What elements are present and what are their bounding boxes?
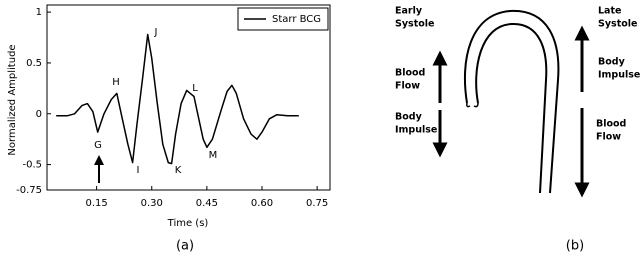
x-tick-label: 0.75: [306, 198, 328, 209]
label: Blood: [395, 68, 425, 79]
label: Flow: [395, 81, 420, 92]
y-tick-label: -0.5: [22, 160, 42, 171]
aorta-outer: [463, 9, 560, 194]
annotation: L: [192, 83, 198, 94]
y-tick-label: -0.75: [16, 185, 42, 196]
label: Impulse: [598, 70, 640, 81]
label: Early: [395, 6, 423, 17]
annotation: G: [94, 140, 102, 151]
label: Body: [598, 57, 626, 68]
x-tick-label: 0.60: [251, 198, 273, 209]
aorta-inner: [475, 22, 548, 194]
label: Impulse: [395, 125, 437, 136]
label: Systole: [598, 19, 637, 30]
x-axis-label: Time (s): [167, 218, 209, 229]
annotation: I: [137, 165, 140, 176]
y-tick-label: 0: [36, 109, 42, 120]
y-axis-label: Normalized Amplitude: [7, 44, 18, 155]
x-tick-label: 0.15: [85, 198, 107, 209]
label: Flow: [596, 132, 621, 143]
series-line: [56, 33, 299, 165]
x-tick-label: 0.30: [141, 198, 163, 209]
y-tick-label: 0.5: [26, 58, 42, 69]
annotation: K: [175, 165, 182, 176]
y-tick-label: 1: [36, 7, 42, 18]
annotation: H: [112, 77, 120, 88]
legend-label: Starr BCG: [272, 14, 321, 25]
legend: [237, 7, 329, 31]
annotation: M: [209, 150, 218, 161]
label: Systole: [395, 19, 434, 30]
label: Blood: [596, 119, 626, 130]
caption: (a): [176, 239, 194, 254]
x-tick-label: 0.45: [196, 198, 218, 209]
annotation: J: [154, 27, 158, 38]
label: Body: [395, 112, 423, 123]
plot-frame: [46, 4, 331, 191]
caption: (b): [566, 239, 584, 254]
aorta-root: [466, 102, 479, 108]
diagram-labels: Early Systole Blood Flow Body Impulse La…: [395, 6, 640, 143]
label: Late: [598, 6, 621, 17]
